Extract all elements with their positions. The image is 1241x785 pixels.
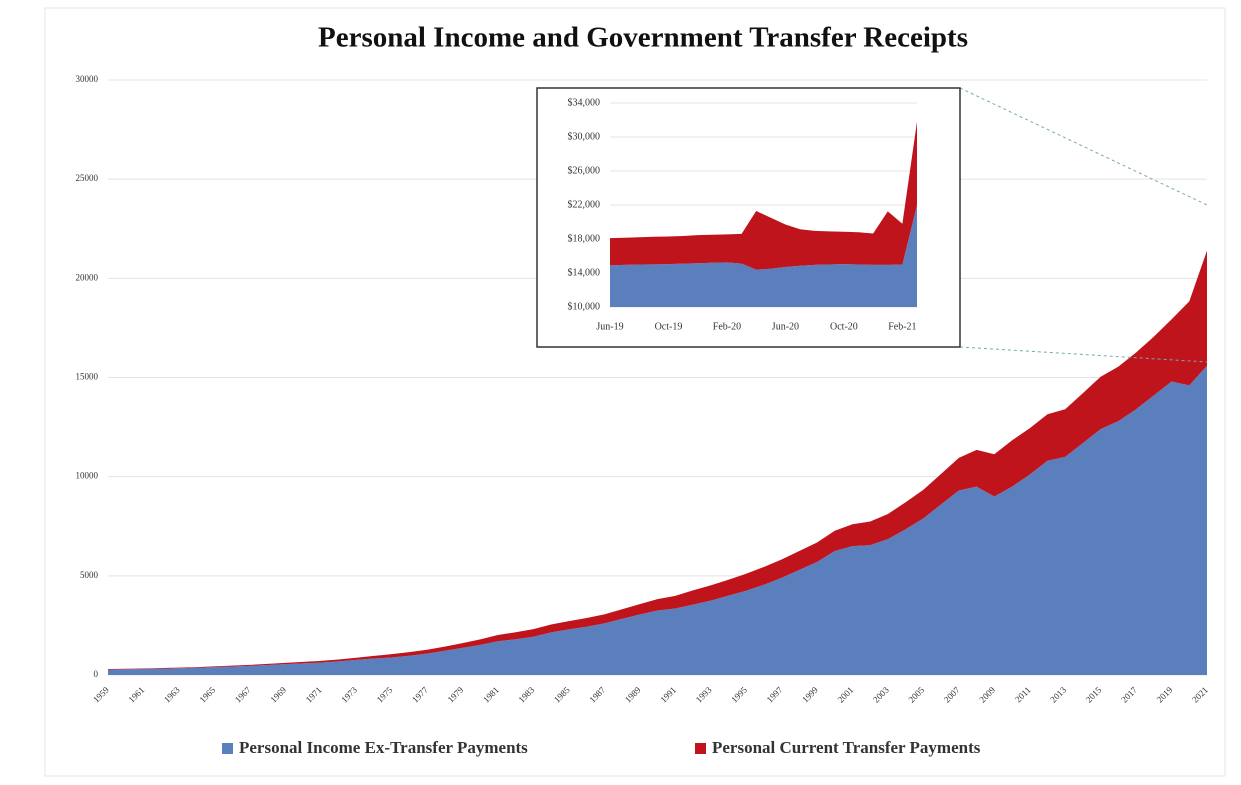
y-tick-label: 25000 [76, 173, 99, 183]
legend-swatch [222, 743, 233, 754]
legend-swatch [695, 743, 706, 754]
x-tick-label: Jun-20 [772, 321, 799, 332]
y-tick-label: 5000 [80, 570, 99, 580]
area [610, 205, 917, 307]
x-tick-label: Feb-20 [713, 321, 741, 332]
y-tick-label: 10000 [76, 471, 99, 481]
x-tick-label: Feb-21 [888, 321, 916, 332]
y-tick-label: $22,000 [568, 199, 601, 210]
y-tick-label: $18,000 [568, 233, 601, 244]
y-tick-label: 0 [94, 669, 99, 679]
y-tick-label: $10,000 [568, 301, 601, 312]
area [108, 250, 1207, 670]
x-tick-label: Oct-19 [655, 321, 683, 332]
y-tick-label: 15000 [76, 372, 99, 382]
y-tick-label: $26,000 [568, 165, 601, 176]
inset-frame [536, 87, 961, 348]
legend-label: Personal Current Transfer Payments [712, 738, 981, 757]
y-tick-label: $34,000 [568, 97, 601, 108]
area [108, 365, 1207, 675]
y-tick-label: 30000 [76, 74, 99, 84]
legend-label: Personal Income Ex-Transfer Payments [239, 738, 528, 757]
y-tick-label: $14,000 [568, 267, 601, 278]
x-tick-label: Oct-20 [830, 321, 858, 332]
zoom-line [959, 346, 1208, 363]
inset-plot: $10,000 $14,000 $18,000 $22,000 $26,000 $30,0… [568, 97, 917, 332]
area [610, 121, 917, 270]
legend: Personal Income Ex-Transfer Payments Per… [222, 738, 981, 757]
y-tick-label: 20000 [76, 272, 99, 282]
x-tick-label: Jun-19 [596, 321, 623, 332]
chart-title: Personal Income and Government Transfer … [318, 22, 968, 54]
y-tick-label: $30,000 [568, 131, 601, 142]
